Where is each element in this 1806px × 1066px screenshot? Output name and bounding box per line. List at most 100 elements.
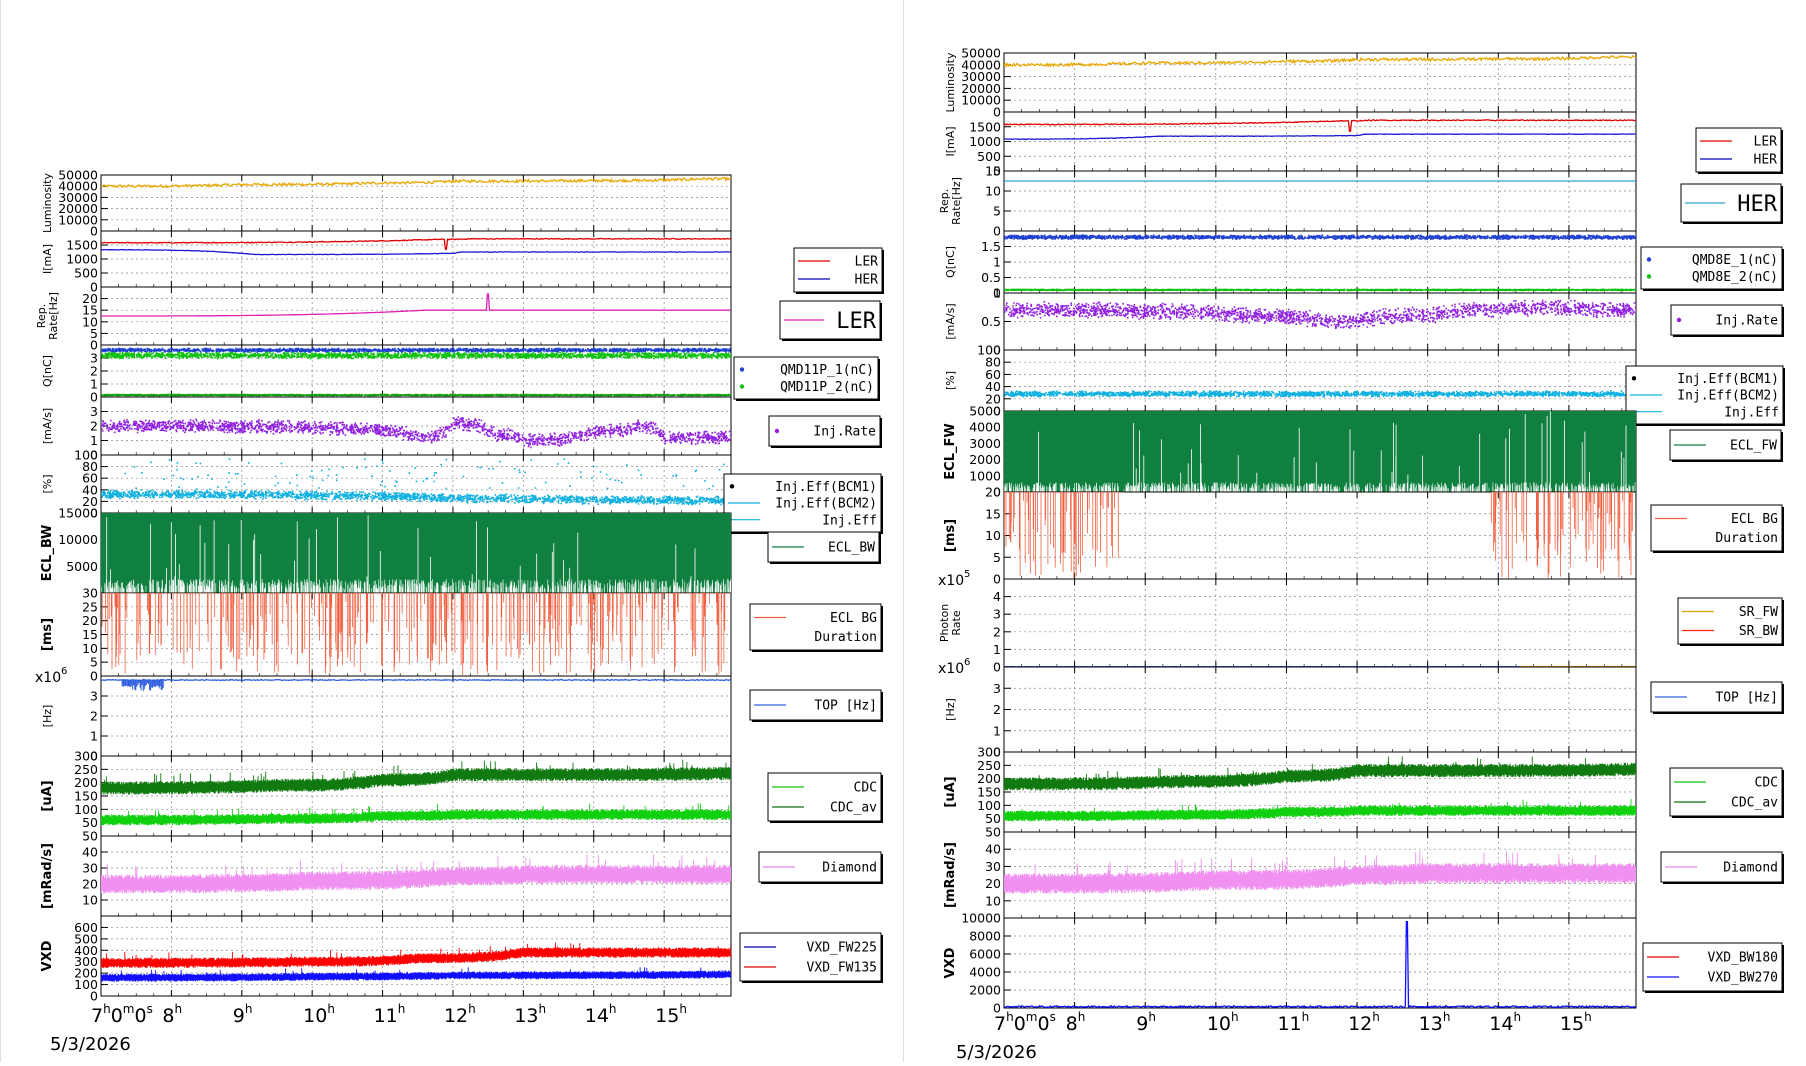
series-points bbox=[1004, 235, 1637, 239]
panel-data bbox=[101, 513, 731, 593]
y-tick-label: 2000 bbox=[969, 983, 1001, 998]
y-tick-label: 0 bbox=[993, 660, 1001, 675]
legend-eff: Inj.Eff(BCM1)Inj.Eff(BCM2)Inj.Eff bbox=[724, 474, 883, 534]
y-tick-label: 20 bbox=[985, 876, 1001, 891]
series-bars bbox=[1004, 492, 1633, 578]
y-axis-label: Q[nC] bbox=[41, 355, 54, 387]
time-start-part: m bbox=[1026, 1010, 1038, 1024]
legend-entry: VXD_BW180 bbox=[1708, 951, 1778, 966]
legend-entry: CDC bbox=[1755, 776, 1778, 791]
panel-frame bbox=[1004, 579, 1636, 667]
series-line bbox=[1004, 134, 1636, 140]
legend-entry: VXD_BW270 bbox=[1708, 971, 1778, 986]
panel-data bbox=[101, 294, 731, 316]
series-points bbox=[1004, 391, 1637, 397]
hour-suffix: h bbox=[1584, 1010, 1592, 1024]
y-tick-label: 0 bbox=[90, 224, 98, 239]
hour-number: 13 bbox=[514, 1005, 538, 1027]
legend-entry: CDC bbox=[854, 781, 877, 796]
y-tick-label: 0 bbox=[90, 669, 98, 684]
y-axis-label-part: Rate bbox=[950, 610, 963, 635]
y-tick-label: 0 bbox=[993, 105, 1001, 120]
panel-inj: 10.50[mA/s]Inj.Rate bbox=[944, 286, 1784, 358]
y-axis-label-part: Rate[Hz] bbox=[47, 292, 60, 340]
hour-suffix: h bbox=[1078, 1010, 1086, 1024]
y-tick-label: 4000 bbox=[969, 420, 1001, 435]
legend-inj: Inj.Rate bbox=[769, 416, 882, 448]
y-tick-label: 5000 bbox=[969, 404, 1001, 419]
y-exponent: x10 bbox=[35, 670, 61, 686]
hour-number: 15 bbox=[655, 1005, 679, 1027]
y-axis-label: [Hz] bbox=[944, 698, 957, 721]
panel-frame bbox=[1004, 171, 1636, 231]
y-tick-label: 3 bbox=[993, 607, 1001, 622]
legend-inj: Inj.Rate bbox=[1671, 305, 1784, 337]
y-axis-label: Rep.Rate[Hz] bbox=[938, 177, 963, 225]
series-points bbox=[101, 394, 733, 395]
hour-suffix: h bbox=[1302, 1010, 1310, 1024]
panel-frame bbox=[101, 175, 731, 231]
y-tick-label: 15 bbox=[985, 506, 1001, 521]
legend-entry: HER bbox=[1754, 153, 1778, 168]
y-tick-label: 2 bbox=[993, 702, 1001, 717]
hour-number: 11 bbox=[374, 1005, 398, 1027]
hour-suffix: h bbox=[468, 1002, 476, 1016]
y-tick-label: 4 bbox=[993, 589, 1001, 604]
y-axis-label: [uA] bbox=[943, 776, 958, 807]
series-band bbox=[101, 967, 731, 981]
y-axis-label: [ms] bbox=[40, 618, 55, 651]
y-tick-label: 1000 bbox=[969, 134, 1001, 149]
legend-entry: ECL BG bbox=[1731, 512, 1778, 527]
y-tick-label: 20 bbox=[82, 877, 98, 892]
panel-data bbox=[1004, 851, 1636, 894]
y-tick-label: 40 bbox=[985, 842, 1001, 857]
series-area bbox=[1004, 411, 1636, 492]
y-tick-label: 3 bbox=[90, 689, 98, 704]
hour-number: 12 bbox=[444, 1005, 468, 1027]
legend-marker bbox=[1677, 318, 1681, 322]
y-tick-label: 10000 bbox=[961, 911, 1001, 926]
time-start-part: 0 bbox=[111, 1005, 123, 1027]
legend-dia: Diamond bbox=[759, 852, 883, 884]
time-start-label: 7h0m0s bbox=[91, 1002, 153, 1027]
y-tick-label: 10000 bbox=[58, 532, 98, 547]
hour-label: 8h bbox=[1066, 1010, 1086, 1035]
legend-entry: VXD_FW135 bbox=[807, 961, 877, 976]
legend-entry: Inj.Eff(BCM2) bbox=[1677, 389, 1779, 404]
hour-suffix: h bbox=[174, 1002, 182, 1016]
legend-rep: LER bbox=[780, 301, 882, 341]
legend-eff: Inj.Eff(BCM1)Inj.Eff(BCM2)Inj.Eff bbox=[1626, 366, 1785, 426]
y-axis-label: [mA/s] bbox=[944, 303, 957, 339]
legend-entry: TOP [Hz] bbox=[1715, 691, 1778, 706]
y-tick-label: 0 bbox=[90, 390, 98, 405]
hour-number: 12 bbox=[1348, 1013, 1372, 1035]
panel-data bbox=[1004, 391, 1637, 397]
hour-label: 12h bbox=[1348, 1010, 1380, 1035]
legend-ecl: ECL_FW bbox=[1670, 430, 1783, 462]
hour-number: 14 bbox=[585, 1005, 609, 1027]
y-exponent-power: 6 bbox=[61, 666, 67, 677]
y-tick-label: 10 bbox=[985, 893, 1001, 908]
hour-label: 14h bbox=[585, 1002, 617, 1027]
time-start-part: m bbox=[123, 1002, 135, 1016]
panel-data bbox=[101, 943, 731, 982]
chart-her: 50000400003000020000100000Luminosity1500… bbox=[938, 46, 1785, 1063]
hour-number: 9 bbox=[1136, 1013, 1148, 1035]
panel-frame bbox=[1004, 350, 1636, 411]
panel-data bbox=[1004, 235, 1638, 290]
legend-entry: ECL BG bbox=[830, 611, 877, 626]
hour-label: 9h bbox=[233, 1002, 253, 1027]
hour-label: 10h bbox=[303, 1002, 335, 1027]
y-axis-label: Rep.Rate[Hz] bbox=[35, 292, 60, 340]
y-axis-label: Q[nC] bbox=[944, 246, 957, 278]
y-tick-label: 10 bbox=[985, 184, 1001, 199]
y-tick-label: 6000 bbox=[969, 947, 1001, 962]
